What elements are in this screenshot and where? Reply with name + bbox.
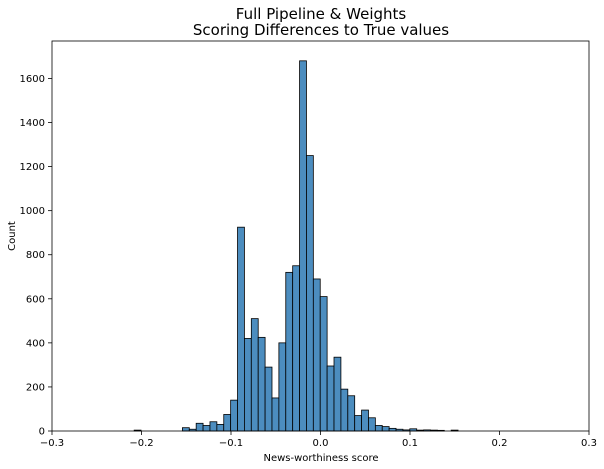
y-tick-label: 1200 [20, 162, 45, 173]
histogram-bar [244, 338, 252, 432]
histogram-bar [333, 356, 342, 432]
y-tick-label: 600 [26, 294, 45, 305]
histogram-bar [237, 226, 245, 432]
x-tick-label: 0.2 [492, 438, 508, 449]
histogram-bar [312, 278, 321, 432]
histogram-bar [292, 265, 300, 432]
y-tick-label: 400 [26, 338, 45, 349]
histogram-bars [133, 60, 459, 432]
y-tick-label: 1600 [20, 74, 45, 85]
histogram-bar [361, 409, 369, 432]
x-axis-label: News-worthiness score [263, 453, 378, 464]
x-tick-label: 0.1 [402, 438, 418, 449]
histogram-bar [202, 425, 211, 432]
histogram-bar [230, 399, 238, 432]
x-tick-label: 0.3 [581, 438, 597, 449]
x-tick-label: −0.3 [40, 438, 64, 449]
histogram-bar [368, 417, 376, 432]
histogram-bar [285, 271, 294, 432]
y-tick-label: 0 [39, 427, 45, 438]
histogram-bar [223, 414, 232, 432]
histogram-bar [278, 342, 287, 432]
histogram-bar [326, 365, 335, 432]
x-tick-label: −0.2 [129, 438, 153, 449]
histogram-bar [264, 366, 273, 432]
histogram-bar [250, 318, 259, 432]
histogram-bar [271, 397, 280, 432]
y-tick-label: 200 [26, 382, 45, 393]
y-tick-label: 1000 [20, 206, 45, 217]
histogram-bar [306, 155, 314, 432]
histogram-bar [347, 395, 356, 432]
y-tick-label: 800 [26, 250, 45, 261]
histogram-bar [195, 422, 204, 432]
y-axis-ticks: 0 200 400 600 800 1000 1200 1400 1600 [20, 74, 52, 438]
histogram-bar [257, 336, 266, 432]
y-axis-label: Count [7, 221, 18, 251]
y-tick-label: 1400 [20, 118, 45, 129]
x-tick-label: −0.1 [219, 438, 243, 449]
histogram-bar [209, 421, 218, 432]
chart-title-line-2: Scoring Differences to True values [193, 21, 449, 39]
histogram-bar [381, 426, 390, 432]
histogram-bar [181, 427, 190, 432]
histogram-bar [216, 423, 225, 432]
histogram-bar [299, 60, 307, 432]
x-axis-ticks: −0.3 −0.2 −0.1 0.0 0.1 0.2 0.3 [40, 431, 597, 449]
x-tick-label: 0.0 [313, 438, 329, 449]
chart-title-line-1: Full Pipeline & Weights [236, 5, 407, 23]
histogram-bar [340, 388, 349, 432]
histogram-bar [319, 296, 328, 432]
histogram-bar [374, 425, 383, 432]
histogram-bar [354, 415, 362, 432]
